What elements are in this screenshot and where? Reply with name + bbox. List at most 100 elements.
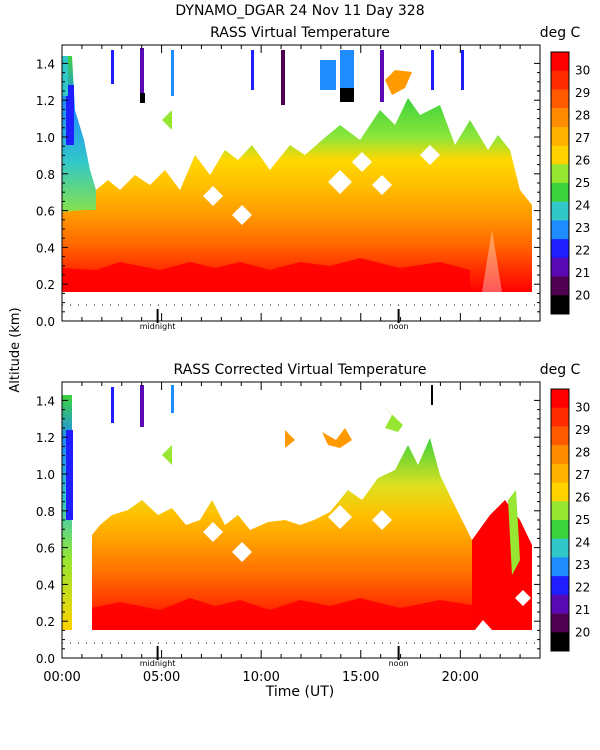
- temperature-field-main: [92, 438, 472, 630]
- spike: [340, 88, 354, 102]
- panel-title: RASS Virtual Temperature: [210, 25, 390, 41]
- gap-notch-4: [372, 510, 392, 530]
- x-axis: midnight noon: [61, 45, 541, 331]
- x-tick-label: 20:00: [442, 670, 479, 685]
- colorbar: 30 29 28 27 26 25 24 23 22 21 20: [550, 51, 590, 315]
- y-tick-label: 1.2: [36, 431, 55, 445]
- colorbar-swatch: [551, 257, 569, 278]
- gap-notch-6: [515, 590, 531, 606]
- colorbar-label: 22: [575, 243, 590, 257]
- gap-notch-3: [328, 170, 352, 194]
- figure-title: DYNAMO_DGAR 24 Nov 11 Day 328: [175, 3, 424, 19]
- colorbar-swatch: [551, 557, 569, 577]
- gap-notch-2: [232, 542, 252, 562]
- colorbar-swatch: [551, 201, 569, 221]
- colorbar-swatch: [551, 389, 569, 409]
- colorbar-swatch: [551, 108, 569, 128]
- colorbar-swatch: [551, 145, 569, 165]
- colorbar-label: 21: [575, 603, 590, 617]
- y-tick-label: 0.6: [36, 542, 55, 556]
- x-axis: midnight noon 00:00 05:00 10:00 15:00 20:00: [43, 382, 541, 685]
- x-axis-label: Time (UT): [265, 684, 334, 700]
- spike: [431, 385, 433, 405]
- blue-column-cell: [66, 85, 74, 145]
- spike: [162, 445, 172, 465]
- temperature-field-main: [62, 98, 532, 292]
- x-tick-label: 10:00: [242, 670, 279, 685]
- colorbar-swatch: [551, 482, 569, 502]
- spike: [281, 50, 285, 105]
- colorbar-swatch: [551, 632, 569, 652]
- marker-label: noon: [389, 659, 409, 668]
- spike: [171, 385, 174, 413]
- y-tick-label: 1.4: [36, 394, 55, 408]
- y-tick-label: 0.8: [36, 505, 55, 519]
- colorbar-label: 23: [575, 558, 590, 572]
- y-axis: 0.0 0.2 0.4 0.6 0.8 1.0 1.2 1.4: [36, 57, 540, 329]
- panel-corrected-virtual-temperature: RASS Corrected Virtual Temperature deg C: [36, 362, 590, 685]
- colorbar-label: 30: [575, 64, 590, 78]
- colorbar-swatch: [551, 426, 569, 446]
- spike: [251, 50, 254, 90]
- gap-notch-3: [328, 505, 352, 529]
- x-tick-label: 05:00: [143, 670, 180, 685]
- blue-column-cell: [66, 430, 73, 520]
- colorbar-label: 23: [575, 221, 590, 235]
- colorbar-label: 27: [575, 131, 590, 145]
- gap-wedge: [482, 230, 502, 292]
- colorbar-swatch: [551, 463, 569, 484]
- colorbar-label: 24: [575, 198, 590, 212]
- colorbar-swatch: [551, 183, 569, 203]
- colorbar-swatch: [551, 538, 569, 558]
- colorbar-label: 25: [575, 176, 590, 190]
- colorbar-label: 28: [575, 109, 590, 123]
- gap-notch-2: [232, 205, 252, 225]
- gap-notch-5: [475, 620, 492, 630]
- colorbar-label: 30: [575, 401, 590, 415]
- spike: [461, 50, 464, 90]
- colorbar-label: 26: [575, 491, 590, 505]
- colorbar-unit: deg C: [540, 362, 581, 378]
- spike: [431, 50, 434, 90]
- spike: [111, 387, 114, 423]
- colorbar-label: 26: [575, 154, 590, 168]
- surface-warm-band: [92, 598, 472, 630]
- y-tick-label: 0.4: [36, 241, 55, 255]
- cyan-column-cell: [62, 56, 68, 96]
- colorbar-label: 28: [575, 446, 590, 460]
- right-warm-block: [472, 500, 532, 630]
- high-altitude-spikes: [111, 385, 433, 465]
- colorbar-label: 29: [575, 423, 590, 437]
- colorbar-frame: [550, 51, 570, 315]
- y-tick-label: 1.2: [36, 94, 55, 108]
- gap-notch-5: [352, 152, 372, 172]
- heatmap-field: [62, 48, 540, 306]
- gap-notch-1: [203, 186, 223, 206]
- y-tick-label: 0.8: [36, 168, 55, 182]
- spike: [385, 70, 412, 95]
- y-axis-label: Altitude (km): [8, 307, 23, 392]
- colorbar-swatch: [551, 295, 569, 315]
- colorbar-swatch: [551, 70, 569, 90]
- spike: [140, 385, 144, 427]
- colorbar-swatch: [551, 407, 569, 427]
- spike: [140, 93, 145, 103]
- heatmap-field: [62, 385, 540, 644]
- y-tick-label: 0.6: [36, 205, 55, 219]
- colorbar-label: 29: [575, 86, 590, 100]
- surface-warm-band: [62, 258, 470, 292]
- colorbar-label: 20: [575, 288, 590, 302]
- colorbar-label: 21: [575, 266, 590, 280]
- y-axis: 0.0 0.2 0.4 0.6 0.8 1.0 1.2 1.4: [36, 394, 540, 666]
- spike: [140, 48, 144, 102]
- gap-wedge: [72, 520, 92, 630]
- marker-label: noon: [389, 322, 409, 331]
- spike: [382, 405, 403, 432]
- colorbar-label: 20: [575, 625, 590, 639]
- marker-label: midnight: [140, 659, 176, 668]
- colorbar-swatch: [551, 220, 569, 240]
- colorbar-swatch: [551, 520, 569, 540]
- colorbar-swatch: [551, 89, 569, 109]
- panel-virtual-temperature: RASS Virtual Temperature deg C: [36, 25, 590, 331]
